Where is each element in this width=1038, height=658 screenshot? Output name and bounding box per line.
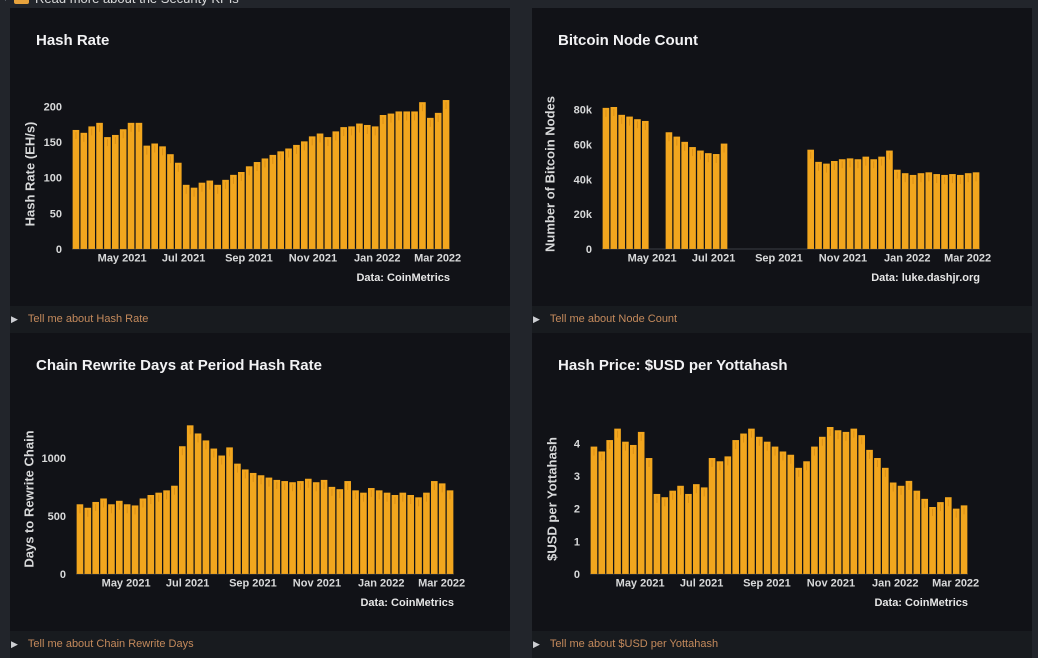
svg-text:Mar 2022: Mar 2022 [944,252,991,264]
svg-text:0: 0 [574,569,580,581]
svg-text:3: 3 [574,471,580,483]
svg-text:May 2021: May 2021 [102,577,151,589]
svg-text:200: 200 [44,101,62,113]
svg-text:May 2021: May 2021 [628,252,677,264]
svg-text:50: 50 [50,208,62,220]
svg-text:40k: 40k [574,174,593,186]
svg-text:May 2021: May 2021 [98,252,147,264]
svg-text:4: 4 [574,438,581,450]
svg-text:2: 2 [574,503,580,515]
svg-text:80k: 80k [574,104,593,116]
svg-text:Mar 2022: Mar 2022 [932,577,979,589]
svg-text:Jan 2022: Jan 2022 [884,252,930,264]
svg-text:Data: CoinMetrics: Data: CoinMetrics [874,597,968,609]
svg-text:Mar 2022: Mar 2022 [418,577,465,589]
svg-text:500: 500 [48,511,66,523]
svg-text:Sep 2021: Sep 2021 [225,252,273,264]
svg-text:0: 0 [60,569,66,581]
svg-text:Data: luke.dashjr.org: Data: luke.dashjr.org [871,272,980,284]
svg-text:Jan 2022: Jan 2022 [872,577,918,589]
svg-text:Jul 2021: Jul 2021 [166,577,209,589]
svg-text:60k: 60k [574,139,593,151]
svg-text:100: 100 [44,172,62,184]
svg-text:Sep 2021: Sep 2021 [229,577,277,589]
svg-text:Jul 2021: Jul 2021 [692,252,735,264]
svg-text:Jan 2022: Jan 2022 [358,577,404,589]
svg-text:Mar 2022: Mar 2022 [414,252,461,264]
svg-text:20k: 20k [574,209,593,221]
svg-text:Nov 2021: Nov 2021 [289,252,337,264]
svg-text:Jul 2021: Jul 2021 [162,252,205,264]
svg-text:Sep 2021: Sep 2021 [755,252,803,264]
svg-text:Nov 2021: Nov 2021 [293,577,341,589]
svg-text:Jan 2022: Jan 2022 [354,252,400,264]
svg-text:1000: 1000 [42,453,66,465]
svg-text:Nov 2021: Nov 2021 [819,252,867,264]
svg-text:Nov 2021: Nov 2021 [807,577,855,589]
svg-text:Jul 2021: Jul 2021 [680,577,723,589]
svg-text:0: 0 [56,243,62,255]
svg-text:Data: CoinMetrics: Data: CoinMetrics [356,272,450,284]
svg-text:0: 0 [586,243,592,255]
svg-text:Sep 2021: Sep 2021 [743,577,791,589]
svg-text:May 2021: May 2021 [616,577,665,589]
svg-text:150: 150 [44,137,62,149]
svg-text:1: 1 [574,536,580,548]
svg-text:Data: CoinMetrics: Data: CoinMetrics [360,597,454,609]
